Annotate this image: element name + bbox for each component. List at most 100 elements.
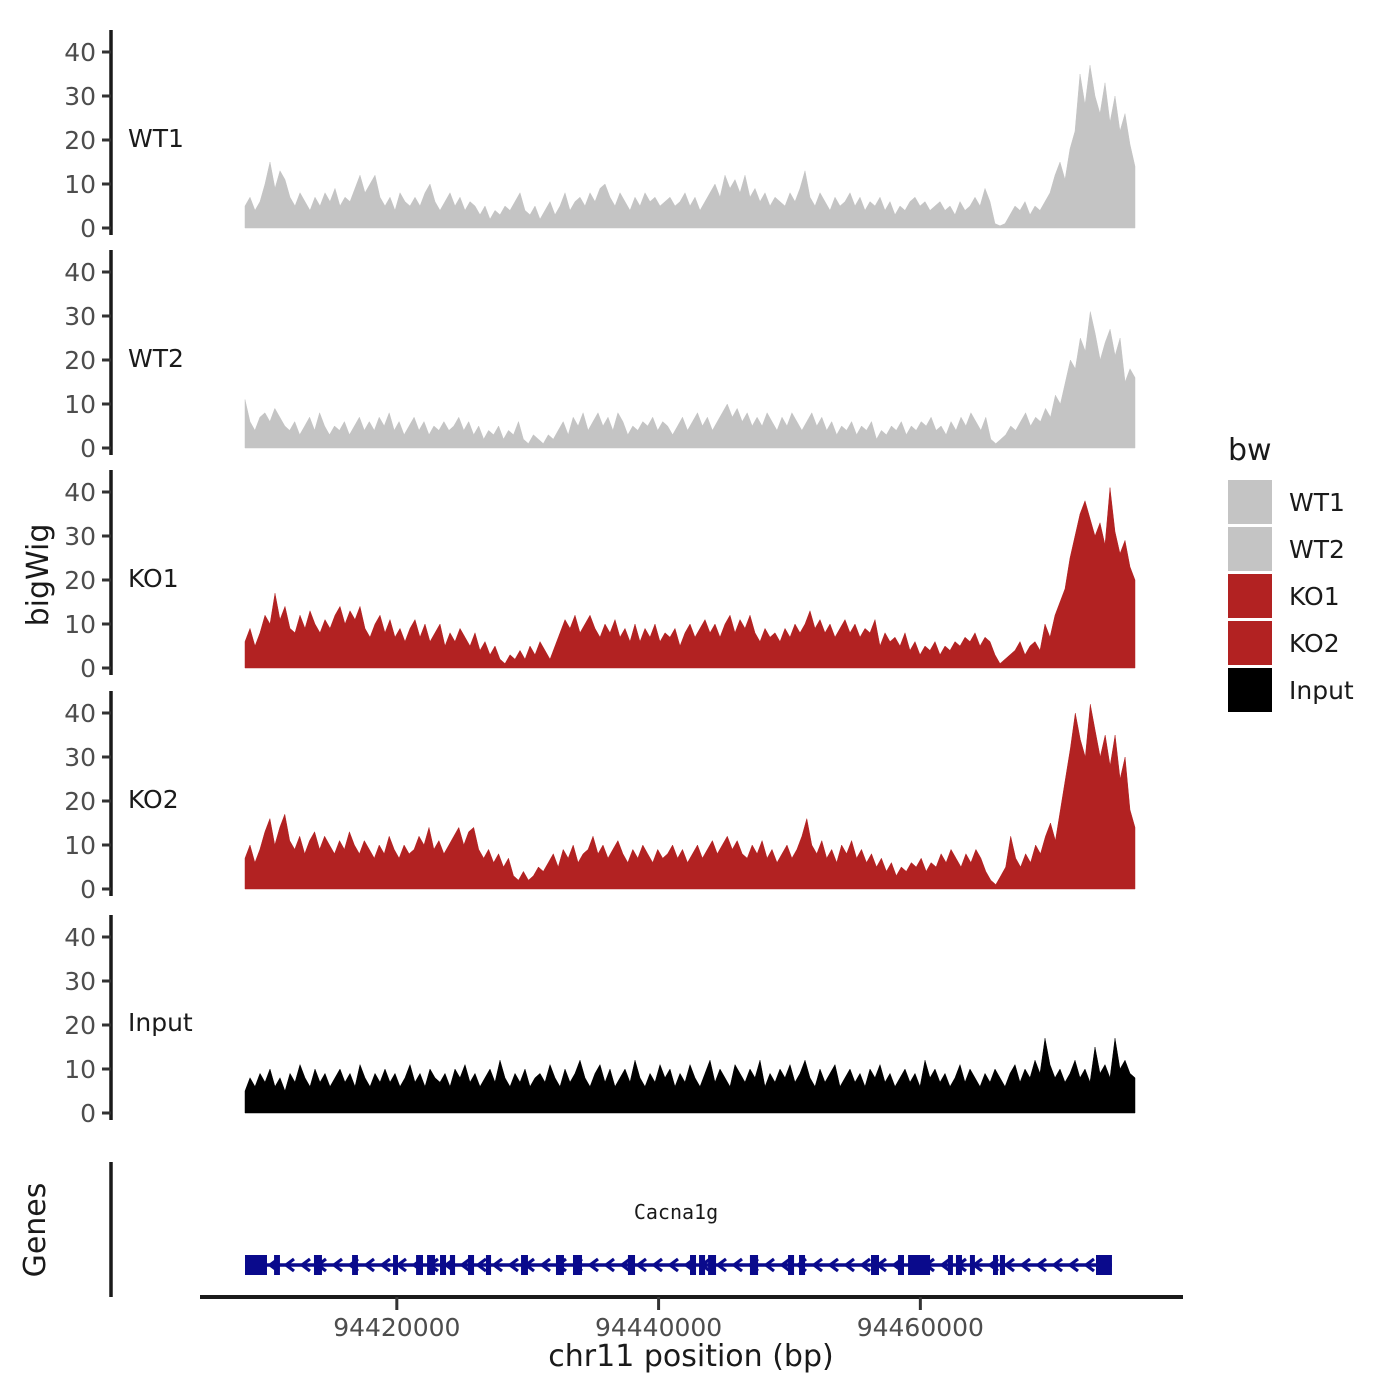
strand-arrow-icon [283,1257,295,1273]
y-tick-label: 40 [64,478,96,507]
gene-exon [799,1255,806,1275]
gene-exon [955,1255,962,1275]
y-tick-label: 20 [64,346,96,375]
gene-exon [274,1255,280,1275]
gene-exon [449,1255,456,1275]
y-tick-label: 30 [64,967,96,996]
y-tick-label: 0 [80,875,96,904]
gene-exon [708,1255,717,1275]
strand-arrow-icon [939,1257,951,1273]
gene-exon [468,1255,475,1275]
strand-arrow-icon [859,1257,871,1273]
gene-exon [627,1255,636,1275]
x-tick-label: 94460000 [857,1313,984,1342]
strand-arrow-icon [491,1257,503,1273]
legend-title: bw [1228,433,1272,468]
strand-arrow-icon [587,1257,599,1273]
gene-exon [521,1255,528,1275]
strand-arrow-icon [667,1257,679,1273]
strand-arrow-icon [651,1257,663,1273]
x-tick-label: 94420000 [333,1313,460,1342]
coverage-area-wt1 [244,65,1136,229]
legend-label-wt1: WT1 [1289,488,1345,517]
strand-arrow-icon [539,1257,551,1273]
coverage-area-wt2 [244,311,1136,449]
y-tick-label: 20 [64,787,96,816]
gene-exon [427,1255,436,1275]
strand-arrow-icon [299,1257,311,1273]
y-tick-label: 30 [64,82,96,111]
track-label-wt2: WT2 [128,344,184,373]
y-tick-label: 40 [64,258,96,287]
legend-swatch-ko2 [1228,621,1272,665]
gene-exon [393,1255,399,1275]
gene-exon [416,1255,423,1275]
y-tick-label: 20 [64,1011,96,1040]
generated-graphics: 0 10 20 30 40 0 10 20 30 40 0 10 20 30 40 0 10 20 30 40 0 10 2… [64,30,1183,1342]
gene-exon [897,1255,904,1275]
gene-exon [352,1255,358,1275]
strand-arrow-icon [1019,1257,1031,1273]
y-tick-label: 0 [80,1099,96,1128]
track-label-ko2: KO2 [128,785,179,814]
strand-arrow-icon [363,1257,375,1273]
gene-exon [908,1255,931,1275]
gene-exon [440,1255,447,1275]
track-label-ko1: KO1 [128,564,179,593]
x-tick-label: 94440000 [595,1313,722,1342]
coverage-area-ko1 [244,487,1136,669]
legend-label-ko1: KO1 [1289,582,1340,611]
strand-arrow-icon [379,1257,391,1273]
gene-exon [947,1255,953,1275]
legend: bw WT1 WT2 KO1 KO2 Input [1228,433,1354,712]
strand-arrow-icon [843,1257,855,1273]
legend-label-input: Input [1289,676,1354,705]
coverage-area-input [244,1038,1136,1114]
coverage-area-ko2 [244,704,1136,890]
y-tick-label: 40 [64,699,96,728]
strand-arrow-icon [779,1257,791,1273]
strand-arrow-icon [635,1257,647,1273]
gene-exon [788,1255,795,1275]
gene-exon [969,1255,975,1275]
strand-arrow-icon [603,1257,615,1273]
gene-exon [871,1255,879,1275]
strand-arrow-icon [827,1257,839,1273]
legend-swatch-wt2 [1228,527,1272,571]
y-tick-label: 40 [64,38,96,67]
strand-arrow-icon [811,1257,823,1273]
gene-exon [572,1255,583,1275]
gene-exon [1095,1255,1112,1275]
x-axis-title: chr11 position (bp) [548,1339,833,1374]
y-tick-label: 10 [64,831,96,860]
y-tick-label: 40 [64,923,96,952]
gene-exon [999,1255,1006,1275]
legend-swatch-ko1 [1228,574,1272,618]
strand-arrow-icon [459,1257,471,1273]
y-tick-label: 20 [64,566,96,595]
genes-axis-title: Genes [18,1183,53,1278]
strand-arrow-icon [763,1257,775,1273]
y-tick-label: 20 [64,126,96,155]
legend-swatch-wt1 [1228,480,1272,524]
y-tick-label: 0 [80,654,96,683]
gene-exon [245,1255,267,1275]
y-tick-label: 0 [80,434,96,463]
strand-arrow-icon [715,1257,727,1273]
strand-arrow-icon [331,1257,343,1273]
track-label-input: Input [128,1008,193,1037]
legend-label-ko2: KO2 [1289,629,1340,658]
strand-arrow-icon [619,1257,631,1273]
y-tick-label: 10 [64,1055,96,1084]
y-tick-label: 0 [80,214,96,243]
y-tick-label: 10 [64,610,96,639]
gene-exon [749,1255,759,1275]
gene-exon [313,1255,322,1275]
y-tick-label: 30 [64,743,96,772]
strand-arrow-icon [1003,1257,1015,1273]
strand-arrow-icon [475,1257,487,1273]
y-tick-label: 30 [64,522,96,551]
y-tick-label: 30 [64,302,96,331]
